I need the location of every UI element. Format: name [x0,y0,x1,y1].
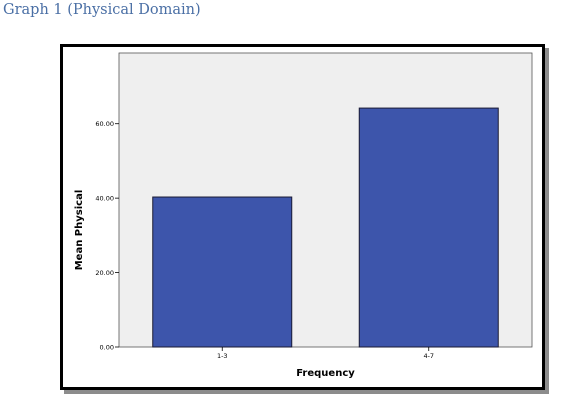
y-tick-label: 0.00 [100,344,114,352]
y-tick-label: 60.00 [95,120,114,128]
bar-4-7 [358,107,499,348]
y-axis: 0.00 20.00 40.00 60.00 [95,120,119,352]
x-axis-title: Frequency [296,368,355,379]
bars-group [152,107,499,348]
y-tick-label: 20.00 [95,269,114,277]
bar-1-3 [152,196,293,348]
x-tick-label: 1-3 [217,352,228,360]
graph-caption: Graph 1 (Physical Domain) [3,2,201,18]
x-axis: 1-3 4-7 [217,347,434,360]
x-tick-label: 4-7 [423,352,434,360]
y-tick-label: 40.00 [95,195,114,203]
y-axis-title: Mean Physical [74,190,85,271]
